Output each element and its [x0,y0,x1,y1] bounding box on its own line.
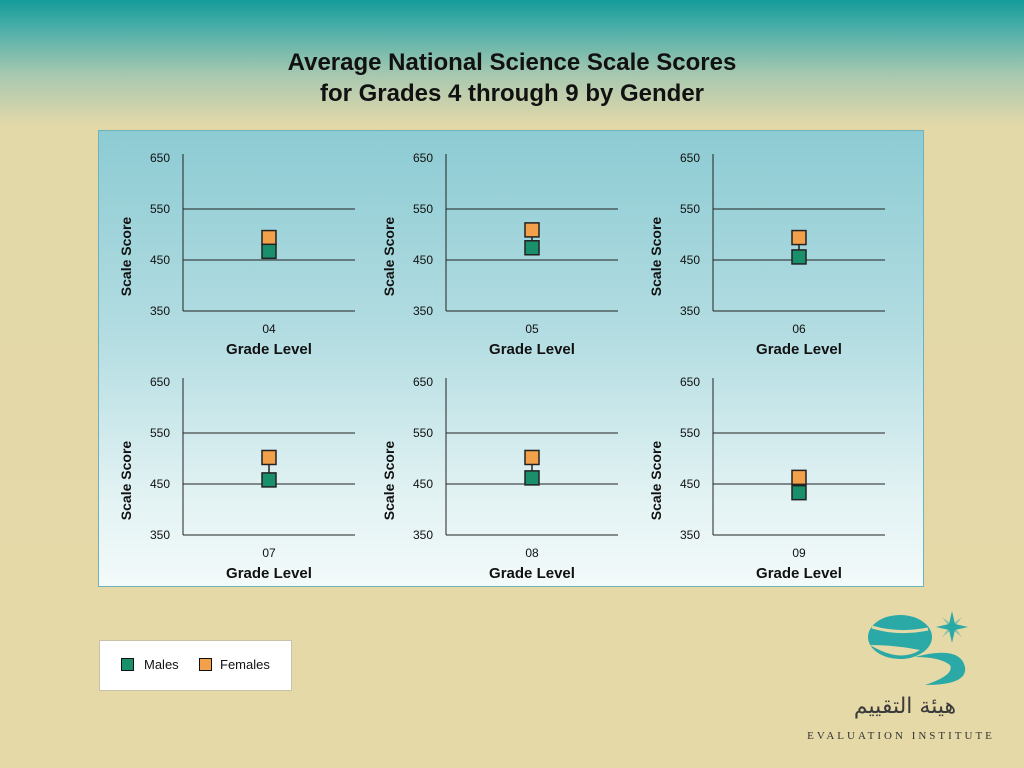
y-tick-label-5-550: 550 [413,426,433,440]
chart-title-line-1: Average National Science Scale Scores [287,49,737,76]
logo-arabic-name: هيئة التقييم [853,694,957,719]
y-tick-label-2-350: 350 [413,304,433,318]
y-tick-label-1-350: 350 [150,304,170,318]
x-axis-label-3: Grade Level [756,341,842,358]
marker-females-4 [261,449,277,466]
legend-swatch-females [199,658,212,671]
y-tick-label-6-450: 450 [680,477,700,491]
x-tick-label-6: 09 [792,546,806,560]
y-tick-label-1-650: 650 [150,151,170,165]
y-tick-label-6-550: 550 [680,426,700,440]
marker-males-1 [261,243,277,260]
y-axis-label-2: Scale Score [381,217,397,297]
x-axis-label-4: Grade Level [226,565,312,582]
logo-org-name: EVALUATION INSTITUTE [807,730,995,742]
x-axis-label-2: Grade Level [489,341,575,358]
marker-females-6 [791,469,807,486]
y-tick-label-1-450: 450 [150,253,170,267]
y-tick-label-2-450: 450 [413,253,433,267]
y-axis-label-5: Scale Score [381,441,397,521]
chart-title-line-2: for Grades 4 through 9 by Gender [319,80,705,107]
marker-males-4 [261,472,277,488]
marker-females-5 [524,449,540,466]
y-tick-label-1-550: 550 [150,202,170,216]
y-axis-label-1: Scale Score [118,217,134,297]
y-tick-label-2-650: 650 [413,151,433,165]
y-tick-label-4-350: 350 [150,528,170,542]
x-axis-label-5: Grade Level [489,565,575,582]
y-axis-label-6: Scale Score [648,441,664,521]
y-tick-label-3-550: 550 [680,202,700,216]
marker-males-2 [524,240,540,256]
marker-females-1 [261,229,277,246]
x-tick-label-5: 08 [525,546,539,560]
y-tick-label-3-450: 450 [680,253,700,267]
marker-females-2 [524,222,540,238]
marker-females-3 [791,229,807,246]
charts-panel: 350 450 550 650 Scale Score 04 Grade Level 350 4… [98,130,924,587]
y-tick-label-2-550: 550 [413,202,433,216]
charts-svg: 350 450 550 650 Scale Score 04 Grade Level 350 4… [118,151,885,582]
y-tick-label-5-450: 450 [413,477,433,491]
y-axis-label-3: Scale Score [648,217,664,297]
x-tick-label-2: 05 [525,322,539,336]
x-tick-label-1: 04 [262,322,276,336]
y-tick-label-6-350: 350 [680,528,700,542]
y-axis-label-4: Scale Score [118,441,134,521]
y-tick-label-5-350: 350 [413,528,433,542]
y-tick-label-3-650: 650 [680,151,700,165]
y-tick-label-3-350: 350 [680,304,700,318]
evaluation-institute-logo-icon [868,611,968,685]
legend-swatch-males [121,658,134,671]
y-tick-label-5-650: 650 [413,375,433,389]
x-tick-label-4: 07 [262,546,276,560]
marker-males-5 [524,470,540,486]
y-tick-label-6-650: 650 [680,375,700,389]
x-tick-label-3: 06 [792,322,806,336]
y-tick-label-4-550: 550 [150,426,170,440]
y-tick-label-4-650: 650 [150,375,170,389]
x-axis-label-1: Grade Level [226,341,312,358]
marker-males-6 [791,484,807,501]
legend: Males Females [99,640,292,691]
y-tick-label-4-450: 450 [150,477,170,491]
legend-label-females: Females [220,657,270,672]
marker-males-3 [791,249,807,265]
legend-label-males: Males [144,657,179,672]
x-axis-label-6: Grade Level [756,565,842,582]
